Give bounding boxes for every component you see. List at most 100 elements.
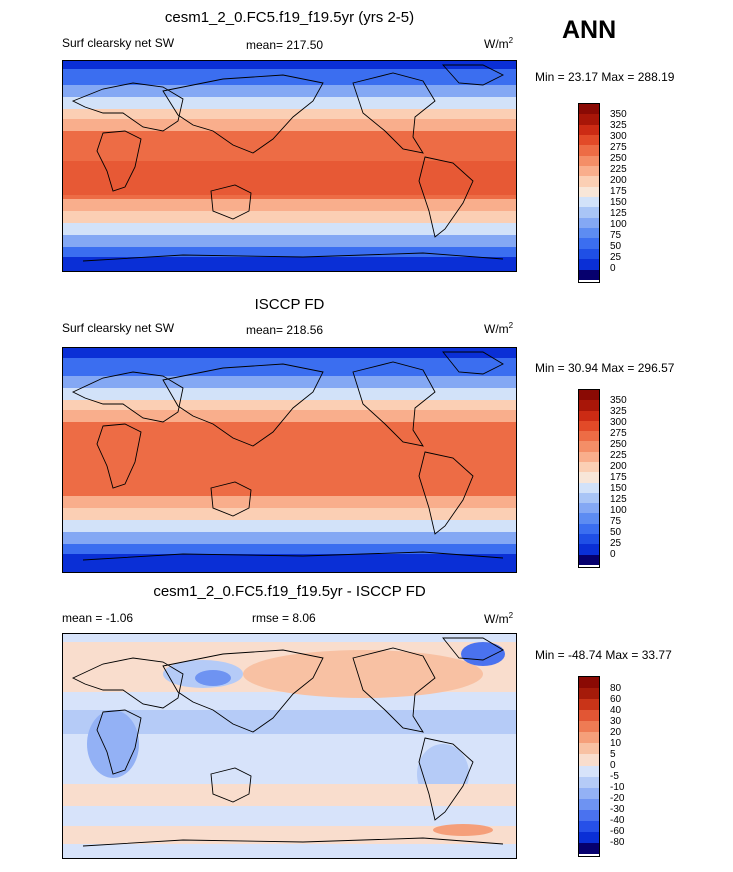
colorbar-swatch xyxy=(579,390,599,401)
colorbar-swatch xyxy=(579,787,599,799)
panel-3-colorbar xyxy=(578,676,600,857)
colorbar-tick: 100 xyxy=(610,219,627,230)
panel-1-title: cesm1_2_0.FC5.f19_f19.5yr (yrs 2-5) xyxy=(164,9,415,26)
colorbar-tick: 25 xyxy=(610,252,622,263)
colorbar-swatch xyxy=(579,710,599,722)
panel-2-units: W/m2 xyxy=(484,321,514,336)
colorbar-tick: 325 xyxy=(610,120,627,131)
colorbar-tick: 200 xyxy=(610,461,627,472)
colorbar-swatch xyxy=(579,410,599,421)
colorbar-tick: -40 xyxy=(610,815,625,826)
colorbar-tick: 125 xyxy=(610,208,627,219)
colorbar-tick: 40 xyxy=(610,705,622,716)
colorbar-swatch xyxy=(579,743,599,755)
colorbar-tick: 5 xyxy=(610,749,616,760)
panel-2-minmax: Min = 30.94 Max = 296.57 xyxy=(535,361,675,375)
colorbar-tick: 250 xyxy=(610,153,627,164)
colorbar-tick: -5 xyxy=(610,771,619,782)
colorbar-tick: 250 xyxy=(610,439,627,450)
panel-3-title: cesm1_2_0.FC5.f19_f19.5yr - ISCCP FD xyxy=(153,583,426,600)
colorbar-swatch xyxy=(579,523,599,534)
colorbar-tick: 175 xyxy=(610,186,627,197)
colorbar-swatch xyxy=(579,207,599,218)
colorbar-swatch xyxy=(579,809,599,821)
colorbar-swatch xyxy=(579,776,599,788)
colorbar-tick: 275 xyxy=(610,142,627,153)
colorbar-tick: 30 xyxy=(610,716,622,727)
colorbar-swatch xyxy=(579,400,599,411)
panel-1-minmax: Min = 23.17 Max = 288.19 xyxy=(535,70,675,84)
panel-1-units: W/m2 xyxy=(484,36,514,51)
colorbar-swatch xyxy=(579,503,599,514)
panel-1-mean-label: mean= 217.50 xyxy=(246,38,324,52)
colorbar-tick: 225 xyxy=(610,164,627,175)
colorbar-swatch xyxy=(579,765,599,777)
colorbar-tick: 300 xyxy=(610,131,627,142)
colorbar-swatch xyxy=(579,420,599,432)
colorbar-tick: 175 xyxy=(610,472,627,483)
colorbar-swatch xyxy=(579,482,599,493)
colorbar-tick: -80 xyxy=(610,837,625,848)
colorbar-swatch xyxy=(579,217,599,229)
colorbar-swatch xyxy=(579,831,599,843)
panel-1-map xyxy=(62,60,517,272)
colorbar-tick: 75 xyxy=(610,230,622,241)
colorbar-swatch xyxy=(579,124,599,136)
colorbar-swatch xyxy=(579,186,599,198)
colorbar-tick: -10 xyxy=(610,782,625,793)
colorbar-swatch xyxy=(579,259,599,270)
colorbar-tick: 50 xyxy=(610,241,622,252)
colorbar-tick: 325 xyxy=(610,406,627,417)
colorbar-swatch xyxy=(579,145,599,156)
panel-1-colorbar xyxy=(578,103,600,283)
colorbar-tick: 100 xyxy=(610,505,627,516)
colorbar-swatch xyxy=(579,166,599,177)
colorbar-swatch xyxy=(579,732,599,744)
colorbar-tick: 25 xyxy=(610,538,622,549)
panel-2-map xyxy=(62,347,517,573)
colorbar-tick: 75 xyxy=(610,516,622,527)
colorbar-tick: 350 xyxy=(610,109,627,120)
colorbar-tick: 200 xyxy=(610,175,627,186)
colorbar-swatch xyxy=(579,269,599,280)
colorbar-swatch xyxy=(579,155,599,167)
panel-3-mean-label: mean = -1.06 xyxy=(62,611,134,625)
colorbar-swatch xyxy=(579,451,599,462)
colorbar-tick: 80 xyxy=(610,683,622,694)
colorbar-swatch xyxy=(579,431,599,442)
colorbar-tick: 150 xyxy=(610,197,627,208)
colorbar-tick: 20 xyxy=(610,727,622,738)
colorbar-swatch xyxy=(579,699,599,711)
colorbar-swatch xyxy=(579,472,599,483)
colorbar-swatch xyxy=(579,104,599,115)
colorbar-swatch xyxy=(579,842,599,854)
panel-1-variable-label: Surf clearsky net SW xyxy=(62,36,175,50)
panel-2-variable-label: Surf clearsky net SW xyxy=(62,321,175,335)
colorbar-tick: 0 xyxy=(610,549,616,560)
colorbar-tick: 225 xyxy=(610,450,627,461)
colorbar-swatch xyxy=(579,533,599,545)
panel-3-rmse-label: rmse = 8.06 xyxy=(252,611,316,625)
colorbar-tick: 300 xyxy=(610,417,627,428)
panel-3-units: W/m2 xyxy=(484,611,514,626)
season-label: ANN xyxy=(562,16,617,44)
colorbar-tick: 0 xyxy=(610,263,616,274)
colorbar-tick: 350 xyxy=(610,395,627,406)
panel-2-colorbar xyxy=(578,389,600,568)
colorbar-swatch xyxy=(579,248,599,260)
colorbar-tick: -30 xyxy=(610,804,625,815)
colorbar-tick: 10 xyxy=(610,738,622,749)
colorbar-swatch xyxy=(579,228,599,239)
colorbar-tick: 60 xyxy=(610,694,622,705)
colorbar-swatch xyxy=(579,238,599,249)
colorbar-swatch xyxy=(579,197,599,208)
colorbar-swatch xyxy=(579,554,599,565)
colorbar-swatch xyxy=(579,677,599,689)
colorbar-tick: 150 xyxy=(610,483,627,494)
colorbar-swatch xyxy=(579,754,599,766)
colorbar-tick: 0 xyxy=(610,760,616,771)
colorbar-tick: 50 xyxy=(610,527,622,538)
colorbar-tick: 125 xyxy=(610,494,627,505)
panel-3-minmax: Min = -48.74 Max = 33.77 xyxy=(535,648,672,662)
colorbar-swatch xyxy=(579,721,599,733)
